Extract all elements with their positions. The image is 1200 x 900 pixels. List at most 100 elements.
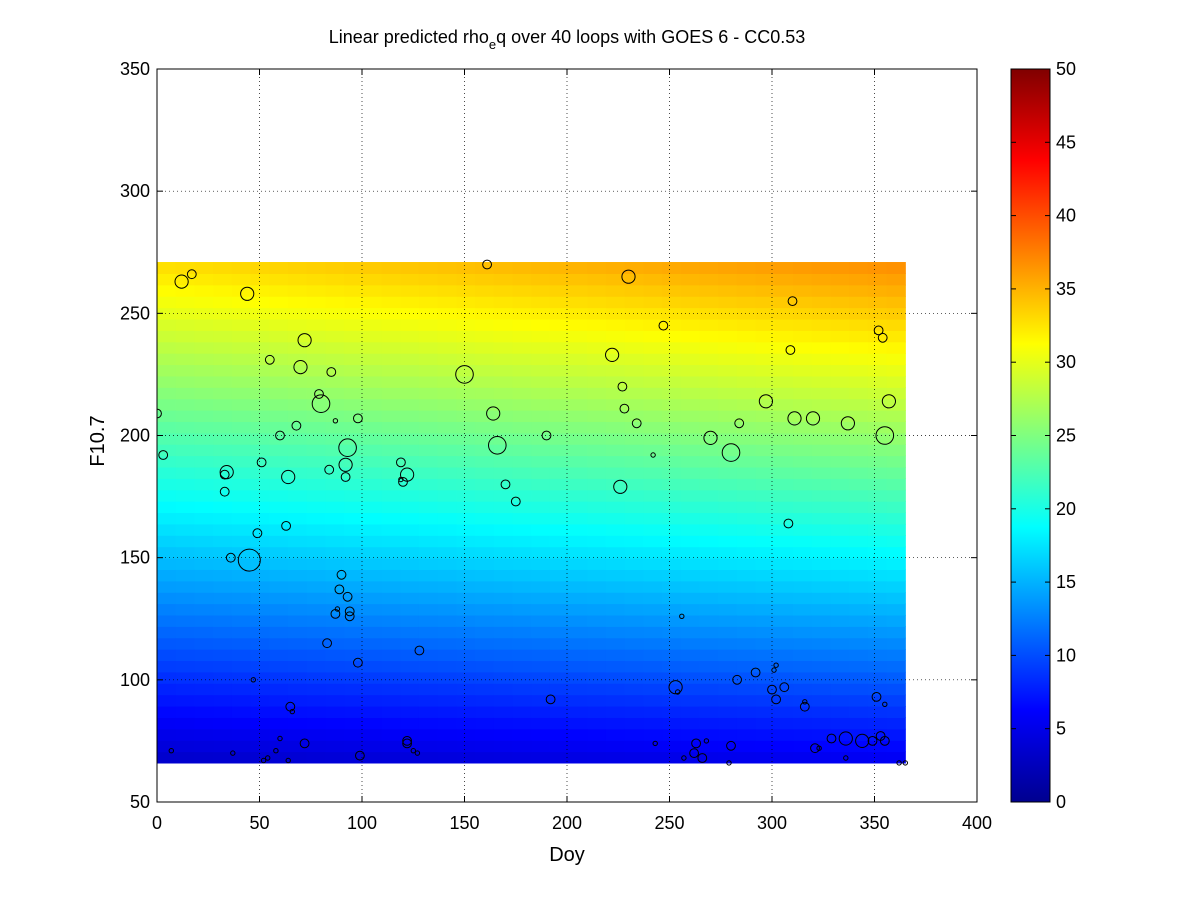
- surface-cell: [437, 569, 457, 582]
- data-point: [605, 347, 620, 362]
- surface-cell: [362, 262, 383, 274]
- surface-cell: [306, 637, 326, 650]
- surface-cell: [587, 671, 607, 684]
- surface-cell: [886, 387, 906, 400]
- surface-cell: [830, 740, 850, 753]
- surface-cell: [362, 512, 383, 525]
- surface-cell: [287, 580, 308, 593]
- surface-cell: [250, 512, 270, 525]
- surface-cell: [250, 421, 270, 434]
- surface-cell: [493, 523, 514, 536]
- data-point: [240, 286, 255, 301]
- surface-cell: [362, 410, 383, 422]
- surface-cell: [231, 614, 252, 627]
- surface-cell: [512, 512, 532, 525]
- surface-cell: [624, 660, 644, 673]
- surface-cell: [549, 444, 570, 457]
- surface-cell: [755, 489, 775, 502]
- surface-cell: [587, 341, 607, 354]
- surface-cell: [662, 523, 682, 536]
- surface-cell: [624, 375, 644, 388]
- surface-cell: [250, 353, 270, 366]
- surface-cell: [699, 364, 719, 377]
- surface-cell: [287, 410, 308, 422]
- surface-cell: [381, 421, 401, 434]
- surface-cell: [680, 683, 701, 696]
- data-point: [414, 750, 421, 756]
- surface-cell: [418, 603, 439, 616]
- surface-cell: [605, 580, 626, 593]
- data-point: [336, 569, 347, 580]
- surface-cell: [250, 296, 270, 309]
- surface-cell: [475, 318, 495, 331]
- surface-cell: [194, 671, 214, 684]
- surface-cell: [362, 307, 383, 320]
- surface-cell: [624, 523, 644, 536]
- surface-cell: [605, 501, 626, 514]
- surface-cell: [213, 546, 233, 559]
- surface-cell: [400, 512, 420, 525]
- surface-cell: [175, 353, 196, 366]
- surface-cell: [811, 353, 832, 366]
- surface-cell: [811, 262, 832, 274]
- surface-cell: [699, 523, 719, 536]
- surface-cell: [643, 660, 663, 673]
- surface-cell: [867, 649, 888, 662]
- surface-cell: [549, 569, 570, 582]
- surface-cell: [568, 478, 588, 491]
- surface-cell: [512, 330, 532, 343]
- surface-cell: [867, 330, 888, 343]
- surface-cell: [175, 375, 196, 388]
- surface-cell: [680, 398, 701, 411]
- surface-cell: [699, 626, 719, 639]
- surface-cell: [755, 614, 775, 627]
- surface-cell: [549, 751, 570, 764]
- surface-cell: [587, 512, 607, 525]
- surface-cell: [287, 558, 308, 570]
- surface-cell: [362, 478, 383, 491]
- surface-cell: [811, 341, 832, 354]
- surface-cell: [381, 671, 401, 684]
- surface-cell: [849, 546, 869, 559]
- surface-cell: [325, 580, 345, 593]
- surface-cell: [886, 671, 906, 684]
- surface-cell: [793, 603, 813, 616]
- surface-cell: [605, 535, 626, 548]
- surface-cell: [531, 307, 551, 320]
- surface-cell: [549, 580, 570, 593]
- surface-cell: [437, 410, 457, 422]
- surface-cell: [549, 683, 570, 696]
- surface-cell: [418, 353, 439, 366]
- surface-cell: [175, 740, 196, 753]
- surface-cell: [175, 512, 196, 525]
- surface-cell: [849, 478, 869, 491]
- surface-cell: [512, 375, 532, 388]
- surface-cell: [418, 296, 439, 309]
- surface-cell: [662, 501, 682, 514]
- surface-cell: [456, 466, 476, 479]
- surface-cell: [624, 489, 644, 502]
- surface-cell: [774, 455, 794, 468]
- surface-cell: [269, 353, 289, 366]
- surface-cell: [531, 705, 551, 718]
- surface-cell: [830, 649, 850, 662]
- surface-cell: [287, 353, 308, 366]
- surface-cell: [287, 523, 308, 536]
- surface-cell: [830, 523, 850, 536]
- surface-cell: [512, 341, 532, 354]
- surface-cell: [400, 580, 420, 593]
- surface-cell: [624, 466, 644, 479]
- surface-cell: [587, 705, 607, 718]
- y-tick-label: 50: [130, 792, 150, 812]
- surface-cell: [157, 364, 177, 377]
- surface-cell: [643, 444, 663, 457]
- surface-cell: [493, 501, 514, 514]
- surface-cell: [475, 364, 495, 377]
- data-point: [264, 354, 275, 365]
- surface-cell: [867, 341, 888, 354]
- data-point: [299, 738, 310, 749]
- surface-cell: [231, 512, 252, 525]
- surface-cell: [643, 671, 663, 684]
- surface-cell: [381, 466, 401, 479]
